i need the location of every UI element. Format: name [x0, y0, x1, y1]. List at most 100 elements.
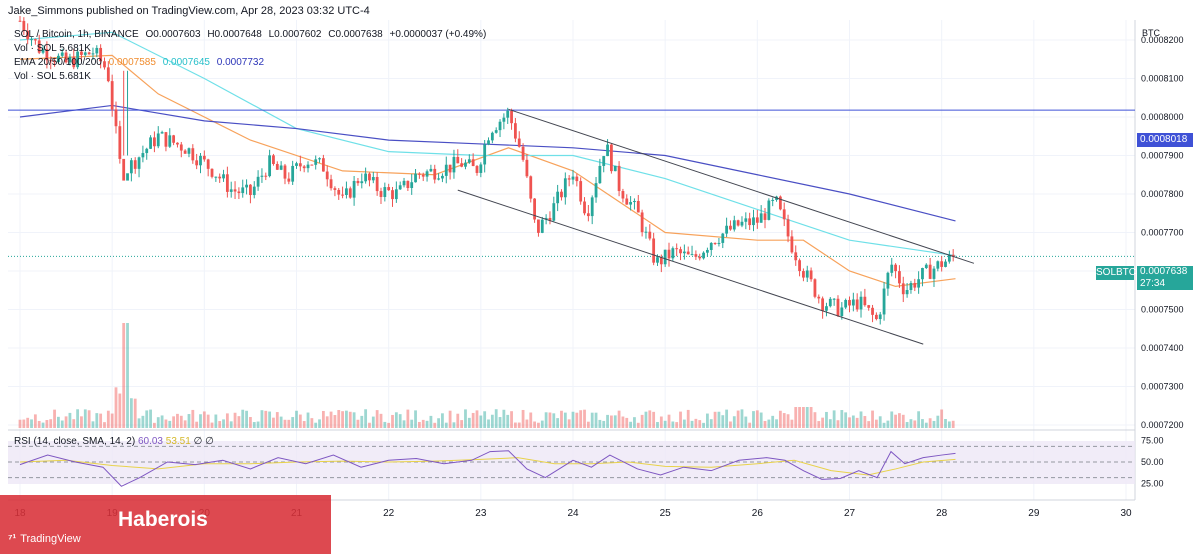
candle-body — [571, 176, 575, 180]
volume-bar — [686, 409, 690, 428]
open-label: O — [145, 29, 154, 40]
volume-bar — [944, 419, 947, 428]
volume-bar — [87, 410, 91, 428]
volume-bar — [729, 421, 732, 428]
volume-bar — [629, 421, 633, 428]
candle-body — [529, 176, 533, 199]
candle-body — [498, 121, 502, 131]
price-tick-label: 0.0007800 — [1141, 189, 1184, 199]
volume-bar — [740, 409, 744, 428]
candle-body — [759, 213, 763, 223]
candle-body — [333, 188, 337, 190]
candle-body — [575, 176, 579, 182]
volume-bar — [356, 419, 360, 428]
tv-icon: ⁷¹ — [8, 533, 17, 545]
candle-body — [87, 52, 91, 55]
countdown-timer: 27:34 — [1140, 278, 1166, 289]
volume-bar — [836, 420, 840, 428]
candle-body — [663, 249, 667, 265]
candle-body — [502, 117, 506, 122]
candle-body — [679, 249, 682, 254]
volume-bar — [425, 420, 429, 428]
candle-body — [341, 194, 344, 196]
volume-bar — [402, 420, 406, 428]
candle-body — [53, 61, 56, 63]
tradingview-logo: ⁷¹ TradingView — [8, 533, 81, 545]
candle-body — [49, 60, 53, 62]
volume-bar — [825, 411, 828, 428]
ohlc-legend: SOL / Bitcoin, 1h, BINANCE O0.0007603 H0… — [14, 29, 490, 40]
horizontal-line-price-label: 0.0008018 — [1137, 133, 1193, 147]
volume-bar — [498, 417, 502, 428]
volume-bar — [882, 422, 886, 428]
candle-body — [494, 130, 498, 133]
volume-bar — [759, 412, 763, 428]
volume-bar — [490, 414, 494, 428]
candle-body — [867, 305, 871, 308]
volume-bar — [18, 419, 22, 428]
candle-body — [444, 164, 448, 176]
candle-body — [306, 164, 310, 169]
volume-bar — [744, 416, 748, 428]
candle-body — [368, 173, 371, 181]
candle-body — [371, 177, 375, 181]
volume-bar — [22, 419, 26, 428]
volume-bar — [794, 407, 798, 428]
rsi-line — [19, 450, 956, 487]
candle-body — [460, 163, 464, 167]
candle-body — [901, 283, 905, 295]
volume-bar — [771, 415, 775, 428]
candle-body — [41, 49, 45, 53]
volume-bar — [878, 416, 882, 428]
volume-bar — [567, 419, 571, 428]
volume-bar — [360, 415, 364, 428]
volume-bar — [909, 419, 913, 428]
candle-body — [798, 260, 801, 272]
volume-bar — [298, 414, 302, 428]
volume-bar — [544, 412, 548, 428]
volume-bar — [752, 411, 755, 428]
volume-bar — [398, 414, 402, 428]
candle-body — [744, 218, 748, 222]
time-tick-label: 30 — [1120, 508, 1132, 519]
candle-body — [260, 175, 264, 177]
volume-bar — [690, 420, 694, 428]
candle-body — [913, 282, 917, 288]
volume-bar — [575, 412, 579, 428]
candle-body — [560, 191, 563, 198]
volume-bar — [283, 419, 287, 428]
candle-body — [76, 51, 80, 68]
candle-body — [210, 168, 214, 177]
high-value: 0.0007648 — [214, 29, 262, 40]
candle-body — [517, 138, 521, 147]
candle-body — [467, 159, 471, 163]
candle-body — [406, 180, 410, 189]
candle-body — [513, 123, 517, 139]
volume-bar — [256, 421, 260, 428]
rsi-label: RSI (14, close, SMA, 14, 2) — [14, 436, 136, 447]
candle-body — [548, 217, 552, 221]
volume-bar — [260, 410, 264, 428]
candle-body — [790, 236, 794, 253]
candle-body — [417, 173, 421, 175]
volume-bar — [368, 422, 371, 428]
candle-body — [909, 282, 913, 290]
candle-body — [118, 126, 122, 159]
candle-body — [771, 199, 775, 201]
volume-bar — [571, 411, 575, 428]
candle-body — [898, 271, 901, 284]
candle-body — [805, 270, 809, 278]
trend-channel[interactable] — [457, 108, 975, 345]
volume-bar — [295, 410, 298, 428]
volume-bar — [387, 422, 391, 428]
volume-bar — [364, 409, 368, 428]
candle-body — [671, 248, 675, 259]
candle-body — [540, 219, 544, 233]
volume-bar — [122, 323, 126, 428]
candle-body — [398, 185, 402, 190]
candle-body — [199, 155, 202, 166]
price-tick-label: 0.0007500 — [1141, 305, 1184, 315]
volume-bars — [18, 323, 955, 428]
